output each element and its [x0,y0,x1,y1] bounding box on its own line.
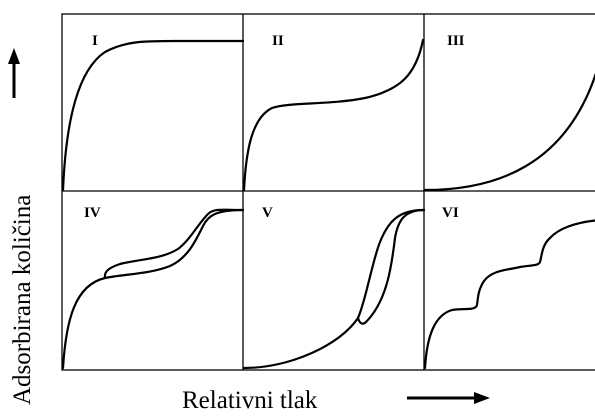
curve-type-6 [425,220,595,368]
panel-grid [62,14,595,370]
curve-type-2 [244,40,423,190]
panel-label-1: I [92,33,98,49]
curve-type-3 [425,60,595,190]
y-axis-label: Adsorbirana količina [9,195,36,405]
curve-type-5-desorption [358,210,424,324]
curve-type-1 [63,41,243,190]
curve-type-4-desorption [105,210,243,278]
curve-type-5-adsorption [244,210,424,368]
y-axis-arrow [8,48,20,98]
x-axis-arrow [407,392,490,404]
grid-border [62,14,595,370]
x-axis-label: Relativni tlak [182,387,318,414]
panel-label-4: IV [84,205,101,221]
curve-type-4-adsorption [63,210,243,368]
panel-label-3: III [447,33,465,49]
panel-label-6: VI [442,205,459,221]
panel-label-5: V [262,205,273,221]
panel-label-2: II [272,33,284,49]
